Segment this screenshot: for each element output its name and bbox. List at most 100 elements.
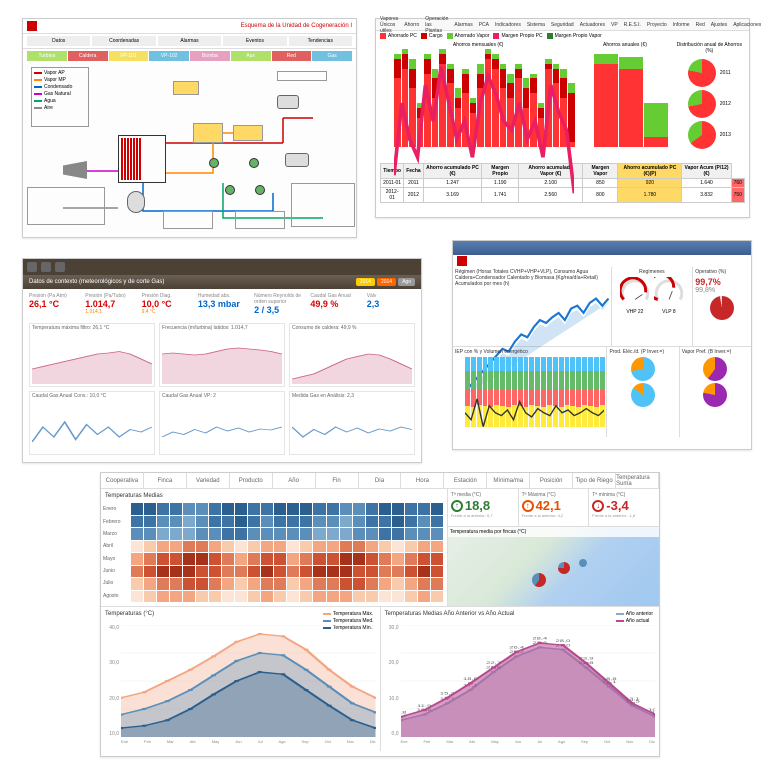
heatmap-cell — [235, 553, 247, 565]
operative-sub: 99,8% — [695, 287, 749, 294]
heatmap-cell — [418, 528, 430, 540]
stacked-bar — [500, 357, 505, 427]
header-tab[interactable]: Red — [696, 22, 705, 28]
stacked-bar — [559, 357, 564, 427]
heatmap-cell — [144, 503, 156, 515]
filter-tab[interactable]: Tipo de Riego — [573, 473, 616, 488]
header-tab[interactable]: Alarmas — [454, 22, 472, 28]
filter-tab[interactable]: Estación — [444, 473, 487, 488]
heatmap-cell — [222, 503, 234, 515]
toolbar-btn[interactable]: Datos — [27, 36, 90, 46]
metric: Humedad abs.13,3 mbar — [198, 293, 246, 315]
header-tab[interactable]: Informe — [673, 22, 690, 28]
filter-tab[interactable]: Finca — [144, 473, 187, 488]
map-dot-icon — [579, 559, 587, 567]
heatmap-cell — [170, 528, 182, 540]
operative-box: Operativo (%) 99,7% 99,8% — [693, 267, 751, 346]
filter-tab[interactable]: Temperatura Suma — [616, 473, 659, 488]
header-tab[interactable]: Indicadores — [495, 22, 521, 28]
toolbar-btn[interactable]: Coordenadas — [92, 36, 155, 46]
kpi-row: Tª media (°C)↑18,8Frente a la anterior: … — [448, 489, 659, 527]
heatmap-cell — [340, 578, 352, 590]
stacked-bar — [553, 357, 558, 427]
status-cell: Aux — [231, 51, 271, 61]
status-cell: Bomba — [190, 51, 230, 61]
filter-tabs: CooperativaFincaVariedadProductoAñoFinDí… — [101, 473, 659, 489]
heatmap-cell — [209, 591, 221, 603]
heatmap-cell — [170, 578, 182, 590]
stacked-bar — [547, 357, 552, 427]
heatmap-cell — [157, 578, 169, 590]
header-tab[interactable]: Actuadores — [580, 22, 605, 28]
app-icon — [27, 262, 37, 272]
header-tab[interactable]: PCA — [479, 22, 489, 28]
logo-icon — [27, 21, 37, 31]
filter-tab[interactable]: Cooperativa — [101, 473, 144, 488]
header-tab[interactable]: Sistema — [527, 22, 545, 28]
pie-icon — [688, 90, 716, 118]
heatmap-cell — [183, 553, 195, 565]
header-tab[interactable]: Ajustes — [711, 22, 727, 28]
heatmap-cell — [222, 528, 234, 540]
heatmap-cell — [300, 528, 312, 540]
filter-tab[interactable]: Hora — [401, 473, 444, 488]
header-tab[interactable]: Proyecto — [647, 22, 667, 28]
pump-icon — [255, 185, 265, 195]
filter-tab[interactable]: Variedad — [187, 473, 230, 488]
heatmap-cell — [366, 553, 378, 565]
header-tab[interactable]: R.E.S.I. — [624, 22, 641, 28]
header-tab[interactable]: Ahorro — [404, 22, 419, 28]
filter-pill[interactable]: 2014 — [377, 278, 396, 286]
heatmap-cell — [144, 578, 156, 590]
temperatures-chart: Temperaturas (°C) Temperatura Máx.Temper… — [101, 607, 381, 751]
filter-tab[interactable]: Fin — [316, 473, 359, 488]
filter-pill[interactable]: Ago — [398, 278, 415, 286]
filter-tab[interactable]: Producto — [230, 473, 273, 488]
stacked-bar — [600, 357, 605, 427]
panel1-toolbar: Datos Coordenadas Alarmas Eventos Tenden… — [23, 33, 356, 49]
heatmap-cell — [170, 516, 182, 528]
heatmap-cell — [327, 516, 339, 528]
panel3-title: Datos de contexto (meteorológicos y de c… — [29, 279, 164, 285]
heatmap-cell — [157, 541, 169, 553]
heatmap-cell — [209, 541, 221, 553]
header-tab[interactable]: Vapores Únicos utiles — [380, 16, 398, 34]
heatmap-cell — [274, 541, 286, 553]
svg-text:18,8: 18,8 — [463, 678, 479, 681]
info-box — [27, 187, 105, 225]
heatmap-cell — [222, 541, 234, 553]
stacked-bar — [529, 357, 534, 427]
toolbar-btn[interactable]: Eventos — [223, 36, 286, 46]
stacked-bar — [471, 357, 476, 427]
header-tab[interactable]: Operación las Plantas — [425, 16, 448, 34]
heatmap-cell — [340, 516, 352, 528]
filter-pill[interactable]: 2014 — [356, 278, 375, 286]
chart-title: Vapor Pref. (B Inver.=) — [682, 349, 749, 355]
toolbar-btn[interactable]: Tendencias — [289, 36, 352, 46]
heatmap-cell — [340, 566, 352, 578]
panel1-title: Esquema de la Unidad de Cogeneración I — [241, 23, 352, 29]
heatmap-cell — [366, 528, 378, 540]
filter-tab[interactable]: Día — [359, 473, 402, 488]
metric: Válv2,3 — [367, 293, 415, 315]
window-header — [23, 259, 421, 275]
gauge: VHP 22 — [620, 277, 650, 307]
header-tab[interactable]: VP — [611, 22, 618, 28]
header-tab[interactable]: Seguridad — [551, 22, 574, 28]
filter-tab[interactable]: Posición — [530, 473, 573, 488]
header-tab[interactable]: Aplicaciones — [733, 22, 761, 28]
heatmap-cell — [300, 553, 312, 565]
heatmap-cell — [392, 553, 404, 565]
stacked-bar — [494, 357, 499, 427]
filter-tab[interactable]: Mínima/ma — [487, 473, 530, 488]
hx-icon — [193, 123, 223, 143]
toolbar-btn[interactable]: Alarmas — [158, 36, 221, 46]
heatmap-cell — [170, 541, 182, 553]
heatmap-cell — [353, 566, 365, 578]
heatmap-cell — [222, 516, 234, 528]
heatmap-cell — [274, 591, 286, 603]
heatmap-cell — [353, 541, 365, 553]
heatmap-cell — [392, 591, 404, 603]
heatmap-cell — [300, 503, 312, 515]
filter-tab[interactable]: Año — [273, 473, 316, 488]
